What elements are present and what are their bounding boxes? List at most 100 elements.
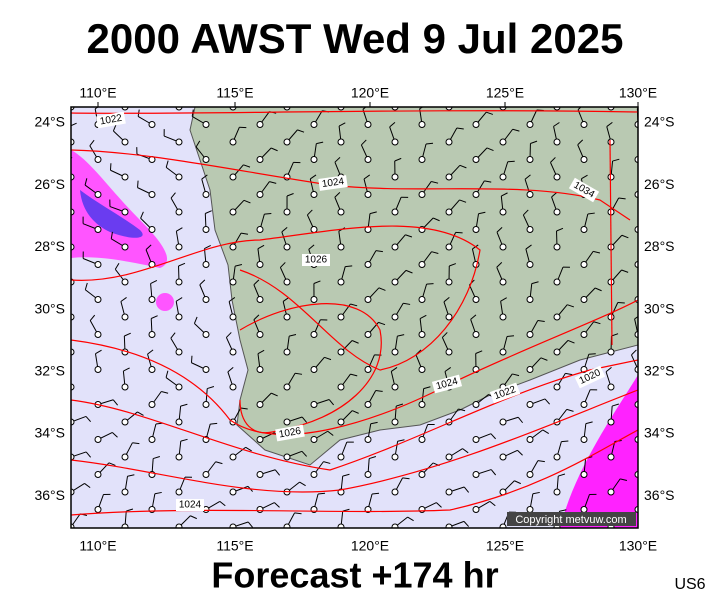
station bbox=[365, 402, 371, 408]
station bbox=[338, 139, 344, 145]
station bbox=[446, 314, 452, 320]
station bbox=[149, 122, 155, 128]
station bbox=[176, 279, 182, 285]
station bbox=[338, 524, 344, 530]
barb-feather bbox=[61, 193, 64, 199]
station bbox=[311, 437, 317, 443]
lat-label: 30°S bbox=[34, 300, 65, 316]
lon-label: 125°E bbox=[486, 538, 524, 554]
station bbox=[446, 209, 452, 215]
station bbox=[608, 139, 614, 145]
station bbox=[527, 367, 533, 373]
station bbox=[581, 472, 587, 478]
station bbox=[338, 244, 344, 250]
station bbox=[527, 472, 533, 478]
station bbox=[554, 314, 560, 320]
station bbox=[446, 174, 452, 180]
lat-label: 32°S bbox=[34, 363, 65, 379]
station bbox=[527, 192, 533, 198]
station bbox=[122, 454, 128, 460]
station bbox=[365, 332, 371, 338]
footer: Forecast +174 hr bbox=[211, 555, 498, 596]
lat-label: 34°S bbox=[644, 425, 675, 441]
station bbox=[419, 402, 425, 408]
station bbox=[311, 402, 317, 408]
station bbox=[122, 174, 128, 180]
barb-feather bbox=[264, 213, 271, 214]
barb-staff bbox=[61, 200, 71, 212]
station bbox=[149, 332, 155, 338]
station bbox=[527, 437, 533, 443]
station bbox=[473, 227, 479, 233]
station bbox=[230, 279, 236, 285]
station bbox=[257, 122, 263, 128]
station bbox=[365, 367, 371, 373]
barb-staff bbox=[449, 91, 451, 107]
lat-label: 28°S bbox=[644, 238, 675, 254]
barb-staff bbox=[70, 91, 71, 107]
station bbox=[257, 227, 263, 233]
barb-staff bbox=[638, 218, 649, 230]
station bbox=[203, 402, 209, 408]
station bbox=[149, 297, 155, 303]
station bbox=[608, 174, 614, 180]
station bbox=[203, 192, 209, 198]
station bbox=[176, 524, 182, 530]
barb-feather bbox=[298, 95, 304, 98]
station bbox=[608, 314, 614, 320]
station bbox=[95, 507, 101, 513]
isobar-label-text: 1024 bbox=[179, 500, 202, 511]
station bbox=[203, 472, 209, 478]
barb-feather bbox=[65, 367, 70, 372]
station bbox=[500, 279, 506, 285]
station bbox=[527, 507, 533, 513]
lon-label: 115°E bbox=[216, 538, 253, 554]
lat-label: 24°S bbox=[644, 114, 675, 130]
station bbox=[473, 192, 479, 198]
station bbox=[176, 314, 182, 320]
station bbox=[230, 139, 236, 145]
station bbox=[473, 297, 479, 303]
station bbox=[527, 227, 533, 233]
station bbox=[338, 314, 344, 320]
barb-feather bbox=[70, 88, 76, 91]
barb-staff bbox=[638, 145, 644, 160]
station bbox=[338, 384, 344, 390]
station bbox=[473, 157, 479, 163]
station bbox=[500, 349, 506, 355]
station bbox=[527, 402, 533, 408]
lon-label: 120°E bbox=[351, 538, 389, 554]
station bbox=[473, 472, 479, 478]
station bbox=[338, 419, 344, 425]
station bbox=[446, 524, 452, 530]
station bbox=[446, 489, 452, 495]
station bbox=[419, 122, 425, 128]
station bbox=[554, 174, 560, 180]
station bbox=[95, 472, 101, 478]
station bbox=[554, 279, 560, 285]
station bbox=[149, 192, 155, 198]
station bbox=[554, 489, 560, 495]
station bbox=[581, 402, 587, 408]
station bbox=[284, 384, 290, 390]
station bbox=[149, 227, 155, 233]
station bbox=[149, 437, 155, 443]
lat-label: 24°S bbox=[34, 114, 65, 130]
isobar-label-text: 1026 bbox=[305, 255, 328, 266]
station bbox=[284, 524, 290, 530]
station bbox=[554, 244, 560, 250]
station bbox=[473, 507, 479, 513]
station bbox=[203, 122, 209, 128]
barb-feather bbox=[641, 282, 648, 283]
barb-staff bbox=[638, 504, 653, 510]
station bbox=[500, 314, 506, 320]
station bbox=[311, 227, 317, 233]
lon-label: 115°E bbox=[216, 85, 253, 101]
station bbox=[419, 157, 425, 163]
station bbox=[284, 244, 290, 250]
station bbox=[230, 314, 236, 320]
station bbox=[257, 262, 263, 268]
station bbox=[419, 262, 425, 268]
lat-label: 32°S bbox=[644, 363, 675, 379]
